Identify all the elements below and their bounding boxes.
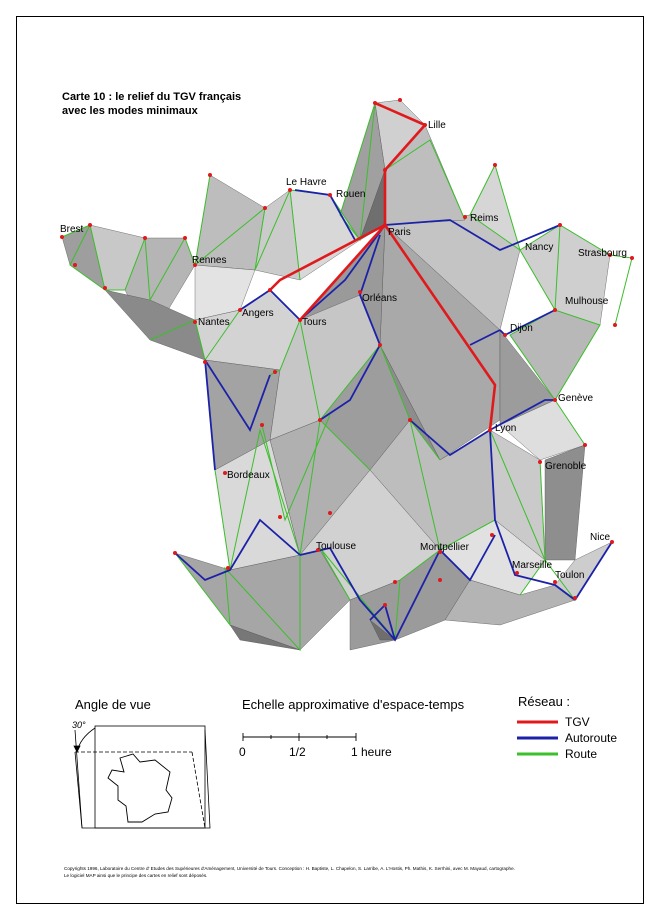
- city-label-toulon: Toulon: [555, 570, 584, 581]
- city-nodes: [60, 98, 634, 607]
- scale-tick-hour: 1 heure: [351, 745, 392, 759]
- city-label-orleans: Orléans: [362, 293, 397, 304]
- city-label-nantes: Nantes: [198, 317, 230, 328]
- city-label-paris: Paris: [388, 227, 411, 238]
- view-angle-diagram: [73, 725, 211, 829]
- relief-surface: [61, 99, 613, 651]
- view-angle-heading: Angle de vue: [75, 697, 151, 712]
- city-label-lyon: Lyon: [495, 423, 516, 434]
- scale-tick-half: 1/2: [289, 745, 306, 759]
- city-label-tours: Tours: [302, 317, 326, 328]
- city-label-nancy: Nancy: [525, 242, 553, 253]
- city-label-le-havre: Le Havre: [286, 177, 327, 188]
- city-label-grenoble: Grenoble: [545, 461, 587, 472]
- scale-heading: Echelle approximative d'espace-temps: [242, 697, 465, 712]
- city-label-mulhouse: Mulhouse: [565, 296, 609, 307]
- city-label-rouen: Rouen: [336, 189, 365, 200]
- city-label-bordeaux: Bordeaux: [227, 470, 270, 481]
- view-angle-label: 30°: [72, 720, 86, 730]
- city-label-montpellier: Montpellier: [420, 542, 470, 553]
- legend-swatches: [517, 720, 558, 756]
- tgv-network: [269, 101, 497, 431]
- map-title-line1: Carte 10 : le relief du TGV français: [62, 91, 242, 103]
- map-title-line2: avec les modes minimaux: [62, 105, 198, 117]
- city-label-geneve: Genève: [558, 393, 593, 404]
- city-label-nice: Nice: [590, 532, 610, 543]
- city-labels: Lille Le Havre Rouen Reims Brest Paris N…: [60, 120, 627, 581]
- city-label-marseille: Marseille: [512, 560, 552, 571]
- france-outline-icon: [107, 753, 173, 823]
- city-label-angers: Angers: [242, 308, 274, 319]
- scale-bar: [242, 733, 357, 741]
- legend-label-route: Route: [565, 747, 598, 761]
- legend-label-tgv: TGV: [565, 715, 590, 729]
- city-label-dijon: Dijon: [510, 323, 533, 334]
- city-label-brest: Brest: [60, 224, 84, 235]
- copyright-line2: Le logiciel MAP ainsi que le principe de…: [64, 873, 208, 878]
- legend-heading: Réseau :: [518, 694, 571, 709]
- city-label-strasbourg: Strasbourg: [578, 248, 627, 259]
- city-label-reims: Reims: [470, 213, 498, 224]
- copyright-line1: Copyrights 1996, Laboratoire du Centre d…: [64, 866, 515, 871]
- scale-tick-0: 0: [239, 745, 246, 759]
- city-label-toulouse: Toulouse: [316, 541, 356, 552]
- city-label-lille: Lille: [428, 120, 446, 131]
- city-label-rennes: Rennes: [192, 255, 226, 266]
- legend-label-autoroute: Autoroute: [565, 731, 618, 745]
